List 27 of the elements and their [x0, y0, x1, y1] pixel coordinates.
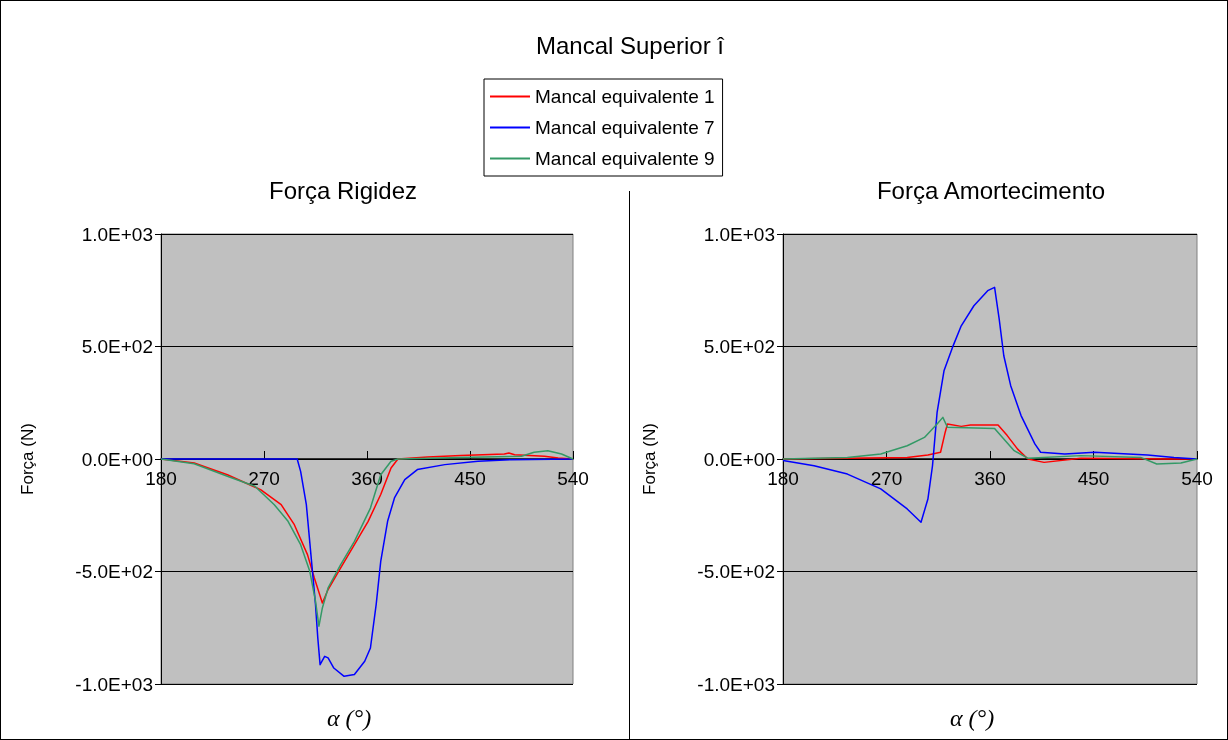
x-tick-label: 360	[974, 468, 1006, 489]
y-tick-label: -1.0E+03	[75, 673, 153, 695]
chart-title: Força Rigidez	[268, 176, 418, 204]
y-tick-label: -1.0E+03	[697, 673, 775, 695]
y-axis-title: Força (N)	[18, 423, 37, 495]
y-tick-label: -5.0E+02	[697, 561, 775, 582]
y-tick-label: 1.0E+03	[703, 223, 775, 245]
legend-label: Mancal equivalente 7	[535, 117, 715, 138]
x-tick-label: 270	[870, 468, 903, 489]
x-axis-title: α (°)	[327, 705, 372, 731]
text: Mancal Superior î	[534, 31, 726, 61]
y-tick-label: 0.0E+00	[81, 448, 153, 470]
x-tick-label: 450	[1077, 468, 1110, 489]
legend-label: Mancal equivalente 9	[535, 148, 715, 169]
x-tick-label: 270	[248, 468, 280, 489]
y-tick-label: -5.0E+02	[75, 561, 153, 582]
y-tick-label: 0.0E+00	[703, 448, 775, 470]
x-tick-label: 540	[1181, 468, 1213, 489]
y-axis-title: Força (N)	[640, 423, 659, 495]
x-tick-label: 450	[454, 468, 486, 489]
x-axis-title: α (°)	[950, 705, 995, 731]
chart-title: Força Amortecimento	[876, 176, 1106, 204]
y-tick-label: 1.0E+03	[81, 223, 153, 245]
x-tick-label: 540	[557, 468, 589, 489]
y-tick-label: 5.0E+02	[81, 336, 153, 357]
legend-label: Mancal equivalente 1	[535, 86, 715, 107]
y-tick-label: 5.0E+02	[703, 336, 775, 357]
